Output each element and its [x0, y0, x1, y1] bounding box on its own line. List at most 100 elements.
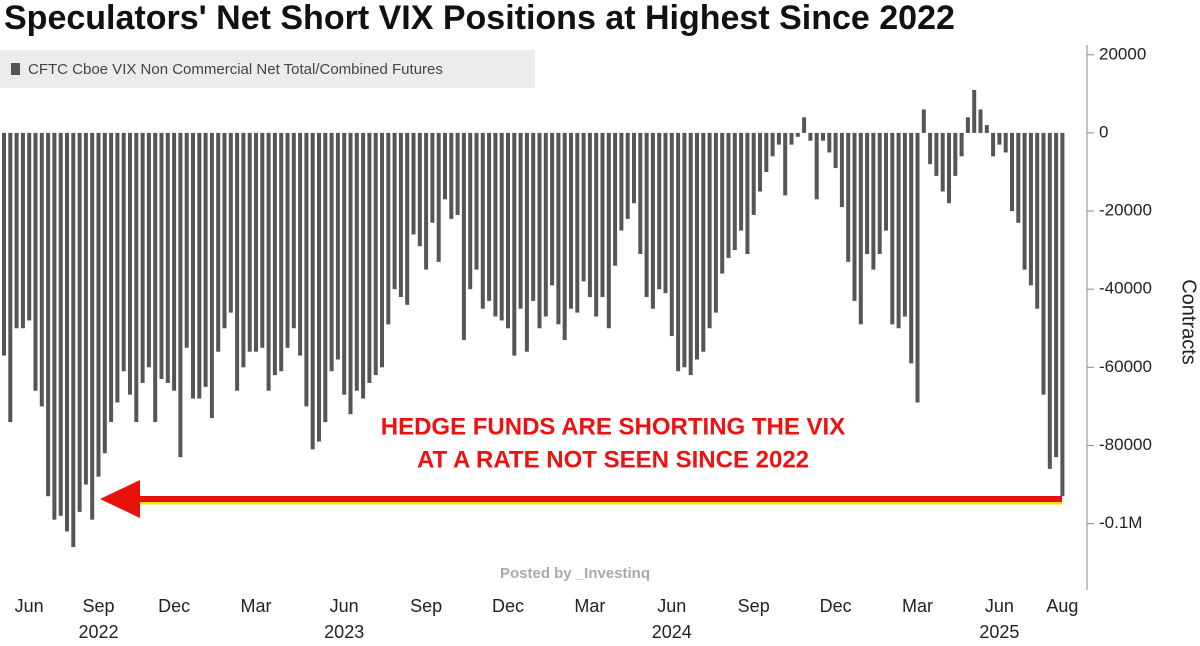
bar [367, 132, 372, 383]
bar [1003, 132, 1008, 153]
bar [310, 132, 315, 450]
bar [165, 132, 170, 383]
bar [556, 132, 561, 325]
bar [751, 132, 756, 215]
bar [575, 132, 580, 313]
bar [991, 132, 996, 157]
bar [909, 132, 914, 364]
bar [594, 132, 599, 317]
bar [978, 109, 983, 133]
bar [758, 132, 762, 192]
bar [802, 117, 807, 133]
bar [928, 132, 933, 165]
x-tick-label: Jun [330, 596, 359, 616]
bar [90, 132, 95, 520]
bar [468, 132, 473, 290]
x-tick-label: Mar [902, 596, 933, 616]
bar [102, 132, 107, 454]
x-year-label: 2022 [78, 622, 118, 642]
bar [739, 132, 744, 231]
bar [197, 132, 202, 399]
bar [783, 132, 788, 196]
bar [638, 132, 643, 255]
bar [518, 132, 523, 309]
bar [8, 132, 13, 423]
bar [247, 132, 252, 352]
bar [625, 132, 630, 219]
bar [619, 132, 624, 231]
bar [461, 132, 466, 340]
bar [877, 132, 882, 255]
bar [285, 132, 290, 348]
y-tick-label: -0.1M [1099, 513, 1142, 532]
bar [587, 132, 592, 297]
bar [984, 125, 989, 133]
bar [411, 132, 416, 235]
bar [884, 132, 888, 231]
bar [890, 132, 895, 325]
bar [361, 132, 366, 399]
bar [833, 132, 838, 169]
bar [1041, 132, 1046, 395]
bar [606, 132, 611, 329]
bar [65, 132, 69, 532]
bar [896, 132, 901, 329]
bar [852, 132, 857, 301]
bar [191, 132, 195, 399]
bar [676, 132, 681, 372]
bar [121, 132, 126, 372]
bar [682, 132, 687, 368]
bar [424, 132, 429, 270]
bar [14, 132, 19, 329]
bar [77, 132, 82, 512]
bar [543, 132, 548, 317]
bar [688, 132, 693, 376]
bar [266, 132, 271, 391]
bar [128, 132, 132, 395]
bar [569, 132, 573, 309]
legend-swatch [11, 63, 20, 75]
bar [417, 132, 422, 247]
bar [902, 132, 907, 317]
y-tick-label: 0 [1099, 122, 1108, 141]
bar [713, 132, 718, 313]
bar [650, 132, 655, 309]
legend-box [0, 50, 535, 88]
arrow-head [100, 480, 140, 518]
bar [279, 132, 284, 372]
bar [940, 132, 945, 192]
bar [27, 132, 32, 321]
bar [858, 132, 863, 325]
bar [474, 132, 479, 270]
bar [808, 132, 813, 141]
bar [354, 132, 359, 391]
bar [487, 132, 492, 301]
bar [455, 132, 460, 215]
bar [707, 132, 712, 329]
bar [386, 132, 391, 325]
bar [436, 132, 441, 262]
bar [20, 132, 25, 329]
x-tick-label: Sep [82, 596, 114, 616]
bar [159, 132, 164, 380]
bar [329, 132, 334, 372]
bar [146, 132, 151, 368]
bar [272, 132, 277, 376]
chart-title: Speculators' Net Short VIX Positions at … [4, 0, 955, 37]
bar [764, 132, 769, 172]
bar [52, 132, 57, 520]
bar [1010, 132, 1014, 212]
bar [524, 132, 529, 352]
x-tick-label: Mar [574, 596, 605, 616]
y-tick-label: -80000 [1099, 435, 1152, 454]
bar [304, 132, 309, 407]
x-tick-label: Jun [985, 596, 1014, 616]
bar [959, 132, 964, 157]
bar [550, 132, 555, 286]
bar [1022, 132, 1027, 270]
bar [726, 132, 731, 258]
bar [222, 132, 227, 329]
bar [134, 132, 139, 423]
bar [58, 132, 63, 516]
